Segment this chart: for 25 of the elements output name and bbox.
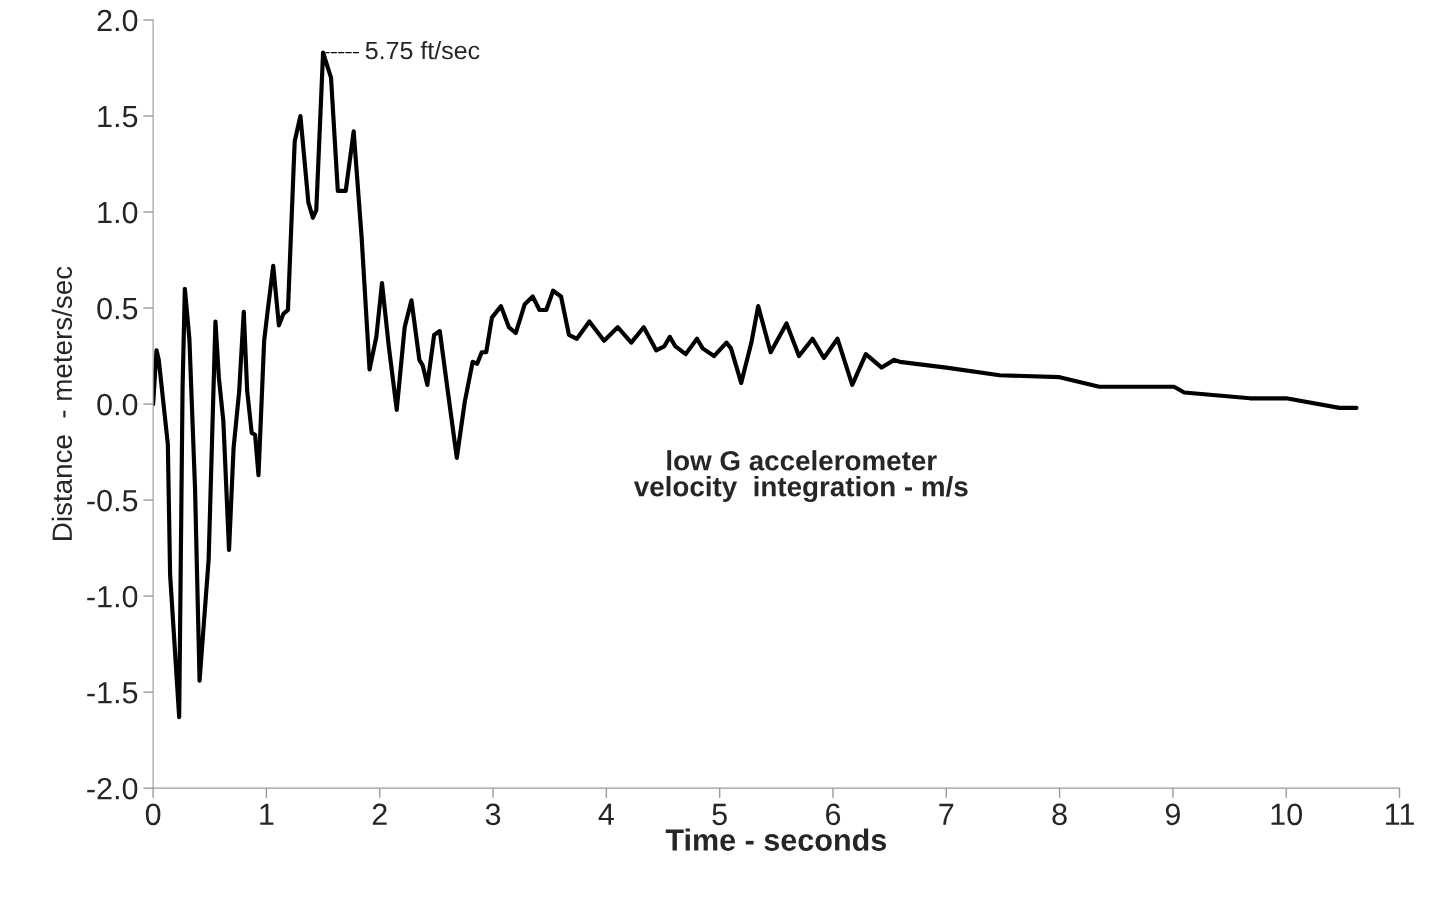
y-tick-label: -0.5 bbox=[87, 489, 138, 512]
y-tick-label: 0.0 bbox=[97, 393, 138, 416]
x-tick-label: 6 bbox=[826, 803, 841, 826]
x-tick-label: 2 bbox=[372, 803, 387, 825]
x-tick-label: 4 bbox=[598, 803, 614, 825]
x-tick-label: 3 bbox=[485, 803, 501, 826]
y-tick-label: 0.5 bbox=[97, 297, 138, 320]
x-tick-label: 11 bbox=[1385, 803, 1414, 825]
y-tick-label: 1.0 bbox=[98, 201, 138, 224]
y-tick-label: 1.5 bbox=[98, 106, 138, 128]
y-axis-title: Distance - meters/sec bbox=[51, 266, 73, 540]
x-tick-label: 7 bbox=[939, 803, 954, 825]
x-tick-label: 9 bbox=[1165, 803, 1180, 826]
y-tick-label: -2.0 bbox=[87, 777, 138, 800]
x-tick-label: 1 bbox=[260, 803, 274, 825]
annotation: low G accelerometer velocity integration - m/s bbox=[633, 450, 968, 503]
x-tick-label: 5 bbox=[712, 803, 727, 826]
y-tick-label: 2.0 bbox=[97, 9, 138, 32]
x-tick-label: 8 bbox=[1052, 803, 1067, 826]
x-axis-title: Time - seconds bbox=[665, 828, 887, 851]
annotation: 5.75 ft/sec bbox=[365, 40, 480, 60]
y-tick-label: -1.5 bbox=[87, 682, 138, 704]
x-tick-label: 10 bbox=[1271, 803, 1303, 826]
y-tick-label: -1.0 bbox=[87, 585, 138, 608]
x-tick-label: 0 bbox=[145, 803, 161, 826]
